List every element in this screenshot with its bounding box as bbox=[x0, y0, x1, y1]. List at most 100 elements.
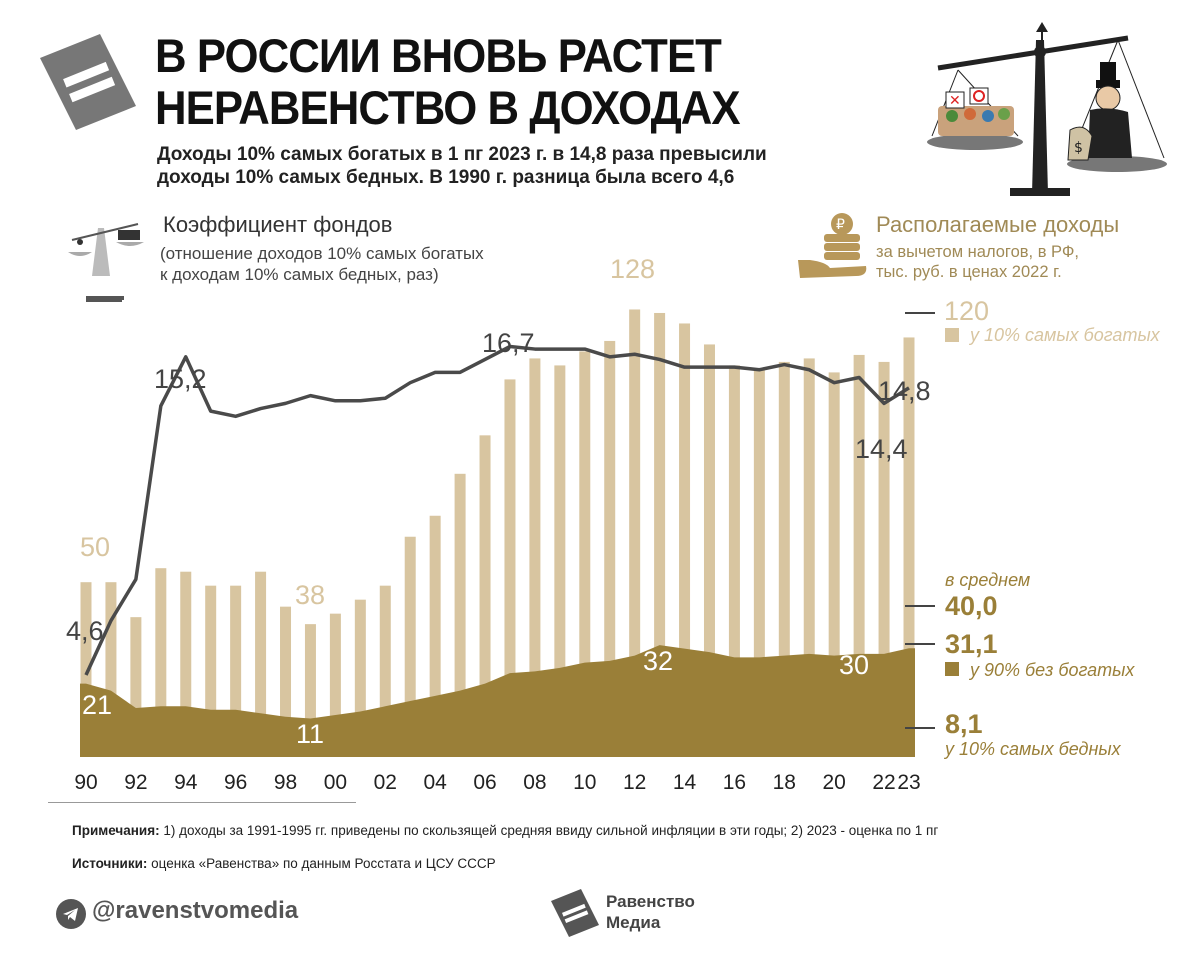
ratio-legend-title: Коэффициент фондов bbox=[163, 212, 393, 237]
middle-start-label: 21 bbox=[82, 690, 112, 720]
rich-bar-2019 bbox=[803, 358, 815, 757]
rich-bar-2009 bbox=[554, 365, 566, 757]
rich-bar-2001 bbox=[354, 599, 366, 757]
middle-end-label: 31,1 bbox=[945, 629, 998, 659]
x-tick-22: 22 bbox=[872, 771, 895, 794]
rich-bar-2020 bbox=[828, 372, 840, 757]
x-tick-08: 08 bbox=[523, 771, 546, 794]
x-tick-96: 96 bbox=[224, 771, 247, 794]
rich-bar-1992 bbox=[130, 617, 142, 757]
rich-bar-2008 bbox=[529, 358, 541, 757]
ratio-2022-label: 14,4 bbox=[855, 434, 908, 464]
page-title: В РОССИИ ВНОВЬ РАСТЕТ НЕРАВЕНСТВО В ДОХО… bbox=[155, 29, 741, 134]
rich-bar-2010 bbox=[579, 351, 591, 757]
rich-bar-1999 bbox=[304, 624, 316, 757]
poor-value-label: 8,1 bbox=[945, 709, 983, 739]
rich-bar-2022 bbox=[878, 361, 890, 757]
rich-bar-2013 bbox=[654, 312, 666, 757]
page-subtitle: Доходы 10% самых богатых в 1 пг 2023 г. … bbox=[157, 144, 767, 188]
income-legend-title: Располагаемые доходы bbox=[876, 212, 1120, 237]
footnote: Примечания: 1) доходы за 1991-1995 гг. п… bbox=[72, 823, 938, 838]
x-tick-00: 00 bbox=[324, 771, 347, 794]
x-tick-23: 23 bbox=[897, 771, 920, 794]
brand-name: Равенство Медиа bbox=[606, 892, 695, 932]
rich-bar-2021 bbox=[853, 354, 865, 757]
ratio-end-label: 14,8 bbox=[878, 376, 931, 406]
rich-start-label: 50 bbox=[80, 532, 110, 562]
inequality-scales-illustration: ✕ $ bbox=[927, 22, 1167, 196]
rich-bar-2002 bbox=[379, 585, 391, 757]
x-tick-16: 16 bbox=[723, 771, 746, 794]
ratio-legend-description: (отношение доходов 10% самых богатых к д… bbox=[160, 244, 484, 284]
svg-text:₽: ₽ bbox=[836, 217, 845, 233]
rich-bar-1998 bbox=[280, 606, 292, 757]
x-tick-90: 90 bbox=[74, 771, 97, 794]
rich-bar-2006 bbox=[479, 435, 491, 757]
rich-bar-2016 bbox=[728, 365, 740, 757]
x-tick-98: 98 bbox=[274, 771, 297, 794]
sources-text: оценка «Равенства» по данным Росстата и … bbox=[147, 856, 496, 871]
rich-bar-2017 bbox=[753, 368, 765, 757]
social-handle: @ravenstvomedia bbox=[92, 897, 299, 924]
x-tick-04: 04 bbox=[423, 771, 447, 794]
ratio-line bbox=[84, 344, 910, 676]
rich-1999-label: 38 bbox=[295, 580, 325, 610]
x-tick-92: 92 bbox=[124, 771, 147, 794]
middle-legend-swatch bbox=[945, 662, 959, 676]
footer-divider bbox=[48, 802, 356, 803]
rich-peak-label: 128 bbox=[610, 254, 655, 284]
svg-text:✕: ✕ bbox=[949, 93, 961, 109]
x-tick-20: 20 bbox=[823, 771, 846, 794]
telegram-icon bbox=[56, 899, 86, 929]
rich-bar-2005 bbox=[454, 473, 466, 757]
ratio-2007-label: 16,7 bbox=[482, 328, 535, 358]
hand-coins-icon: ₽ bbox=[798, 213, 867, 278]
ratio-1994-label: 15,2 bbox=[154, 364, 207, 394]
x-tick-94: 94 bbox=[174, 771, 198, 794]
rich-bar-1997 bbox=[255, 571, 267, 757]
rich-bar-1995 bbox=[205, 585, 217, 757]
rich-end-label: 120 bbox=[944, 296, 989, 326]
equality-logo-icon bbox=[40, 34, 136, 130]
rich-legend-label: у 10% самых богатых bbox=[968, 325, 1161, 345]
x-tick-14: 14 bbox=[673, 771, 697, 794]
ratio-start-label: 4,6 bbox=[66, 616, 104, 646]
middle-2013-label: 32 bbox=[643, 646, 673, 676]
middle-income-area bbox=[80, 645, 915, 757]
rich-bar-1993 bbox=[155, 568, 167, 757]
middle-legend-label: у 90% без богатых bbox=[968, 660, 1135, 680]
sources-label: Источники: bbox=[72, 856, 148, 871]
rich-bar-2018 bbox=[778, 361, 790, 757]
footnote-label: Примечания: bbox=[72, 823, 160, 838]
rich-bar-2004 bbox=[429, 515, 441, 757]
rich-bar-2014 bbox=[679, 323, 691, 757]
average-label: в среднем bbox=[945, 570, 1030, 590]
rich-bar-2003 bbox=[404, 536, 416, 757]
rich-legend-swatch bbox=[945, 328, 959, 342]
ravenstvo-logo-icon bbox=[551, 889, 599, 937]
poor-legend-label: у 10% самых бедных bbox=[943, 739, 1122, 759]
rich-bar-2012 bbox=[629, 309, 641, 757]
rich-bar-2011 bbox=[604, 340, 616, 757]
rich-bar-1996 bbox=[230, 585, 242, 757]
rich-bar-2023 bbox=[903, 337, 915, 757]
x-tick-18: 18 bbox=[773, 771, 796, 794]
rich-bar-1990 bbox=[80, 582, 92, 757]
footnote-text: 1) доходы за 1991-1995 гг. приведены по … bbox=[159, 823, 939, 838]
sources: Источники: оценка «Равенства» по данным … bbox=[72, 856, 496, 871]
rich-bar-2015 bbox=[703, 344, 715, 757]
rich-bar-1991 bbox=[105, 582, 117, 757]
rich-bar-1994 bbox=[180, 571, 192, 757]
x-tick-10: 10 bbox=[573, 771, 596, 794]
middle-1999-label: 11 bbox=[296, 719, 324, 749]
middle-2021-label: 30 bbox=[839, 650, 869, 680]
x-tick-12: 12 bbox=[623, 771, 646, 794]
average-value: 40,0 bbox=[945, 591, 998, 621]
x-tick-02: 02 bbox=[374, 771, 397, 794]
income-legend-description: за вычетом налогов, в РФ, тыс. руб. в це… bbox=[876, 243, 1079, 281]
svg-text:$: $ bbox=[1074, 140, 1083, 156]
x-tick-06: 06 bbox=[473, 771, 496, 794]
rich-bar-2000 bbox=[329, 613, 341, 757]
rich-bar-2007 bbox=[504, 379, 516, 757]
